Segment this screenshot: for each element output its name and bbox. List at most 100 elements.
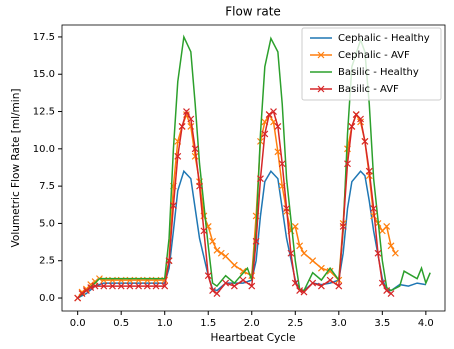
- data-point: [300, 249, 308, 257]
- data-point: [174, 152, 182, 160]
- x-tick-label: 2.0: [244, 318, 260, 329]
- data-point: [265, 111, 273, 118]
- data-point: [209, 237, 217, 245]
- data-point: [296, 287, 304, 294]
- data-point: [178, 123, 186, 130]
- y-tick-label: 0.0: [39, 293, 55, 304]
- y-tick-label: 5.0: [39, 218, 55, 229]
- data-point: [117, 282, 125, 290]
- y-tick-label: 12.5: [33, 107, 55, 118]
- data-point: [365, 167, 373, 175]
- data-point: [239, 276, 247, 284]
- data-point: [391, 249, 399, 257]
- data-point: [230, 282, 238, 290]
- y-tick-label: 7.5: [39, 181, 55, 192]
- data-point: [239, 267, 247, 275]
- data-point: [200, 227, 208, 235]
- data-point: [217, 249, 225, 257]
- y-tick-label: 2.5: [39, 256, 55, 267]
- data-point: [361, 137, 369, 145]
- x-tick-label: 0.0: [70, 318, 86, 329]
- plot-frame: [61, 24, 446, 312]
- data-point: [213, 246, 221, 254]
- data-point: [387, 242, 395, 250]
- data-point: [78, 288, 86, 296]
- data-point: [357, 115, 364, 123]
- data-point: [191, 152, 199, 160]
- data-point: [222, 252, 230, 260]
- data-point: [309, 279, 317, 287]
- data-point: [317, 264, 325, 272]
- series-line: [77, 109, 392, 299]
- x-tick-label: 4.0: [418, 318, 434, 329]
- x-axis-label: Heartbeat Cycle: [211, 332, 296, 344]
- data-point: [348, 123, 356, 130]
- data-point: [326, 276, 334, 284]
- data-point: [335, 282, 343, 290]
- data-point: [87, 284, 95, 292]
- y-tick-label: 10.0: [33, 144, 55, 155]
- data-point: [209, 287, 217, 294]
- data-point: [257, 175, 264, 183]
- data-point: [143, 282, 151, 290]
- data-point: [78, 290, 86, 297]
- data-point: [339, 222, 347, 230]
- x-tick-label: 1.0: [157, 318, 173, 329]
- data-point: [291, 222, 299, 230]
- data-point: [326, 267, 334, 275]
- legend-label: Cephalic - AVF: [338, 50, 410, 61]
- y-axis-label: Volumetric Flow Rate [ml/min]: [10, 89, 22, 248]
- data-point: [309, 257, 317, 265]
- data-point: [91, 282, 99, 290]
- data-point: [169, 202, 177, 209]
- data-point: [383, 222, 391, 230]
- data-point: [126, 282, 134, 290]
- data-point: [278, 160, 286, 168]
- legend-marker: [317, 85, 325, 93]
- data-point: [196, 182, 203, 190]
- data-point: [387, 290, 395, 297]
- legend-label: Basilic - Healthy: [338, 67, 419, 78]
- data-point: [283, 205, 291, 212]
- plot-area: [74, 34, 431, 302]
- x-tick-label: 0.5: [113, 318, 129, 329]
- data-point: [274, 123, 282, 130]
- data-point: [317, 282, 325, 290]
- legend-box: [301, 27, 442, 101]
- data-point: [344, 160, 351, 168]
- data-point: [261, 130, 269, 138]
- data-point: [374, 249, 382, 257]
- chart-title: Flow rate: [225, 5, 281, 19]
- data-point: [230, 261, 238, 269]
- data-point: [161, 282, 169, 290]
- data-point: [100, 282, 108, 290]
- data-point: [222, 279, 230, 287]
- data-point: [248, 282, 256, 290]
- legend-marker: [317, 51, 325, 59]
- x-tick-label: 1.5: [200, 318, 216, 329]
- data-point: [287, 249, 295, 257]
- legend-label: Cephalic - Healthy: [338, 33, 430, 44]
- data-point: [191, 145, 199, 153]
- x-tick-label: 2.5: [287, 318, 303, 329]
- legend-label: Basilic - AVF: [338, 84, 399, 95]
- data-point: [204, 272, 212, 280]
- data-point: [296, 242, 304, 250]
- data-point: [165, 257, 173, 265]
- data-point: [270, 108, 277, 115]
- data-point: [82, 287, 90, 294]
- y-tick-label: 17.5: [33, 32, 55, 43]
- data-point: [370, 205, 378, 212]
- data-point: [213, 290, 221, 297]
- data-point: [187, 115, 195, 123]
- y-tick-label: 15.0: [33, 69, 55, 80]
- data-point: [383, 287, 391, 294]
- x-tick-label: 3.5: [374, 318, 390, 329]
- data-point: [378, 279, 386, 287]
- data-point: [152, 282, 160, 290]
- data-point: [300, 288, 308, 296]
- x-tick-label: 3.0: [331, 318, 347, 329]
- series-line: [77, 34, 431, 299]
